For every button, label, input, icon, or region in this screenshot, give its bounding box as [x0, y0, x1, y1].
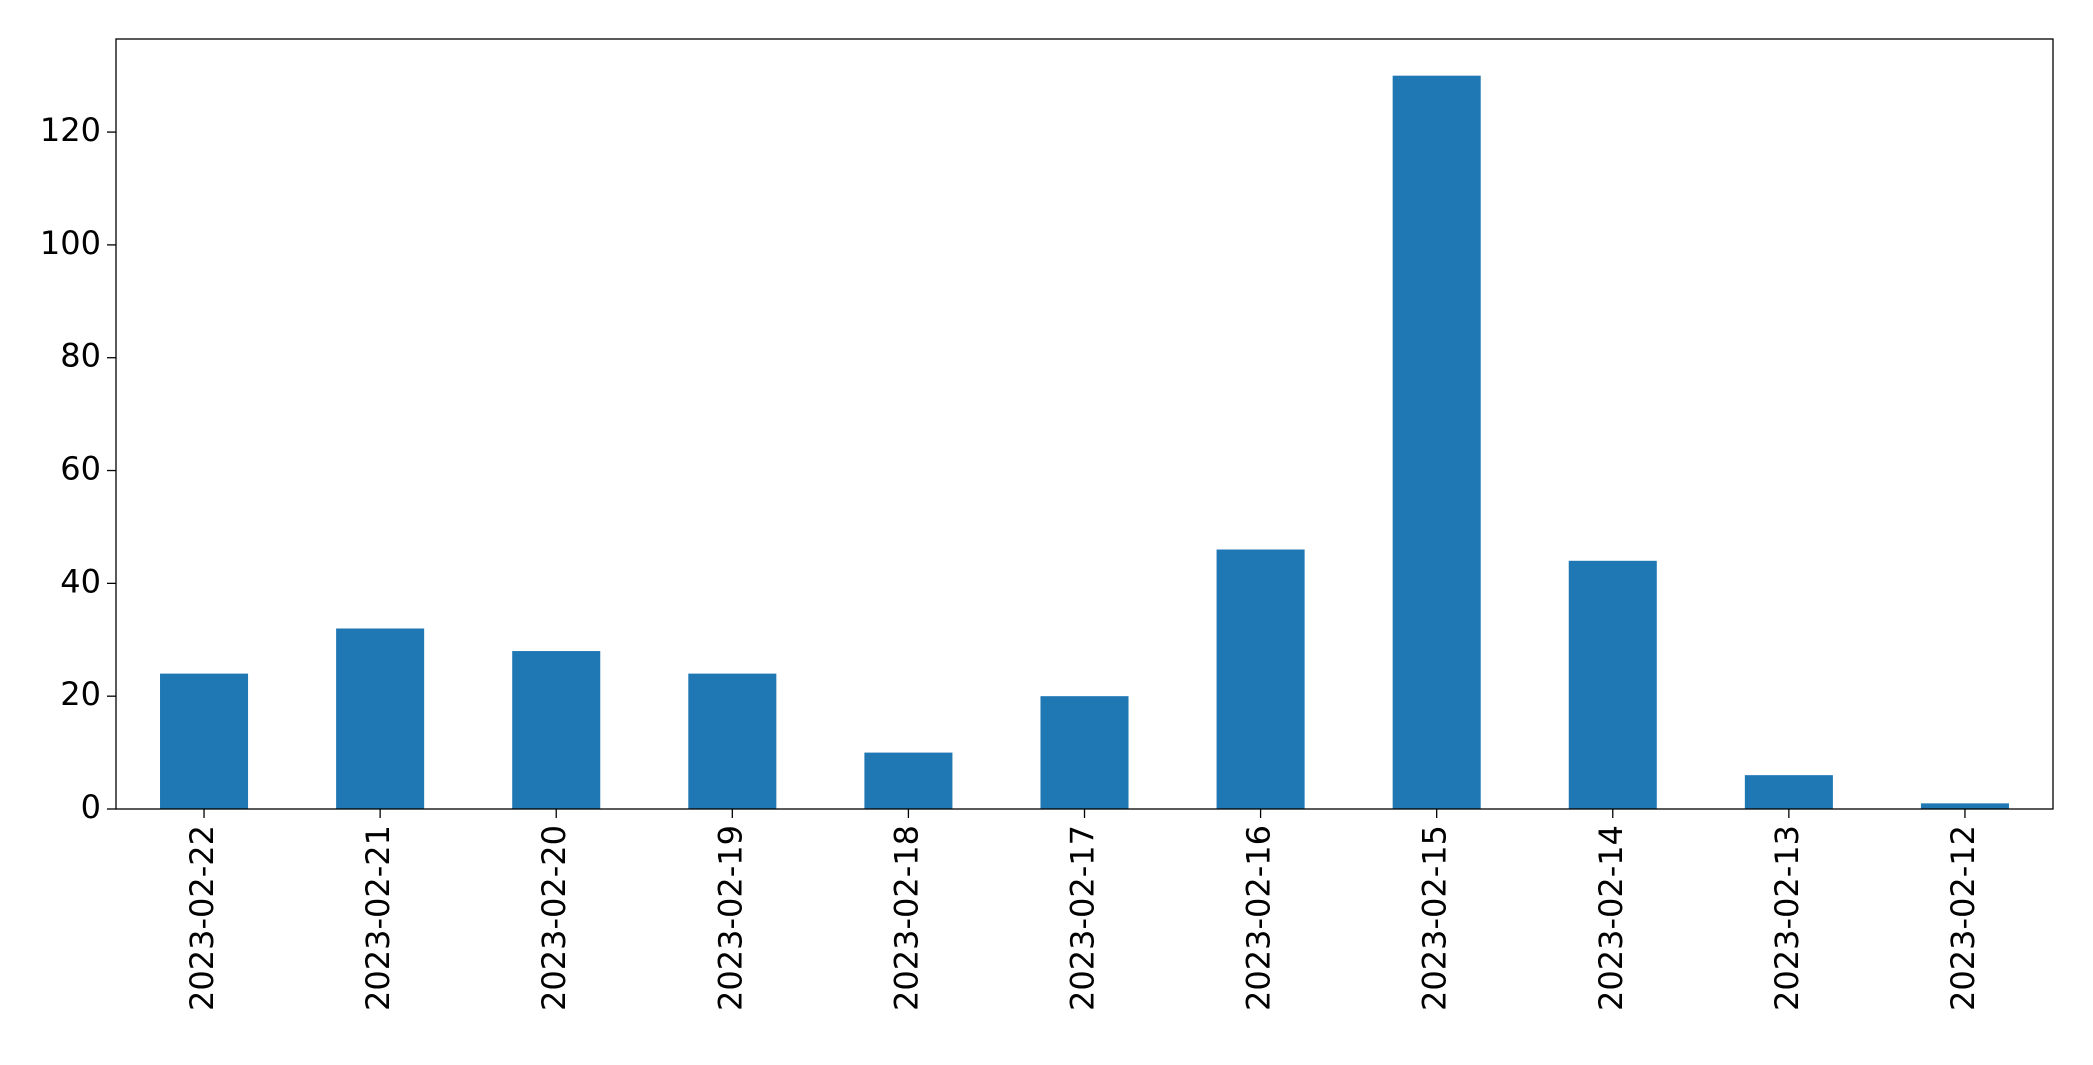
x-tick-label: 2023-02-22 [183, 825, 221, 1011]
x-tick-label: 2023-02-14 [1592, 825, 1630, 1011]
bar [1568, 560, 1657, 809]
x-tick-label: 2023-02-12 [1944, 825, 1982, 1011]
y-tick-label: 0 [81, 788, 101, 826]
x-tick-label: 2023-02-17 [1064, 825, 1102, 1011]
x-tick-label: 2023-02-18 [887, 825, 925, 1011]
y-tick-label: 100 [40, 224, 101, 262]
bar [688, 673, 777, 809]
bar [160, 673, 249, 809]
bar [864, 752, 953, 809]
bar [1744, 775, 1833, 809]
bar [336, 628, 425, 809]
bar [512, 651, 601, 809]
x-tick-label: 2023-02-16 [1240, 825, 1278, 1011]
bar [1392, 75, 1481, 809]
axes-frame [115, 38, 2054, 810]
y-tick-label: 120 [40, 111, 101, 149]
bar [1920, 803, 2009, 809]
y-tick-label: 40 [60, 562, 101, 600]
x-tick-label: 2023-02-15 [1416, 825, 1454, 1011]
bar [1040, 696, 1129, 809]
x-tick-label: 2023-02-21 [359, 825, 397, 1011]
x-tick-label: 2023-02-20 [535, 825, 573, 1011]
x-tick-label: 2023-02-19 [711, 825, 749, 1011]
bar [1216, 549, 1305, 809]
y-tick-label: 60 [60, 450, 101, 488]
y-tick-label: 20 [60, 675, 101, 713]
x-tick-label: 2023-02-13 [1768, 825, 1806, 1011]
y-tick-label: 80 [60, 337, 101, 375]
